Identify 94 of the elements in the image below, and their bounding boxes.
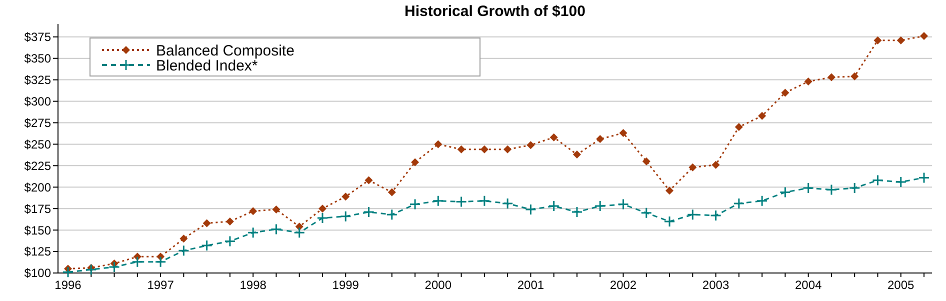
y-tick-label: $150: [24, 223, 52, 238]
point: [270, 223, 282, 235]
point: [802, 182, 814, 194]
x-tick-label: 2005: [888, 278, 915, 292]
point: [363, 206, 375, 218]
point: [434, 140, 442, 148]
point: [85, 264, 97, 276]
point: [316, 212, 328, 224]
point: [872, 174, 884, 186]
point: [596, 135, 604, 144]
point: [734, 123, 743, 132]
point: [224, 235, 236, 247]
point: [756, 195, 768, 207]
point: [617, 198, 629, 210]
x-tick-label: 2001: [517, 278, 544, 292]
point: [457, 145, 466, 154]
point: [619, 129, 628, 138]
point: [132, 256, 144, 268]
point: [272, 205, 280, 214]
point: [180, 234, 188, 243]
point: [642, 157, 650, 166]
x-tick-label: 2003: [702, 278, 730, 292]
x-tick-label: 1997: [147, 278, 174, 292]
point: [388, 188, 396, 196]
y-tick-label: $100: [24, 266, 52, 280]
point: [548, 200, 560, 212]
x-tick-label: 2002: [610, 278, 637, 292]
chart-title: Historical Growth of $100: [404, 3, 586, 20]
point: [874, 36, 882, 44]
legend-label: Balanced Composite: [156, 42, 294, 60]
point: [364, 176, 373, 184]
point: [827, 73, 836, 82]
y-tick-label: $325: [24, 73, 52, 88]
y-tick-label: $350: [24, 52, 52, 66]
point: [456, 196, 468, 208]
point: [409, 198, 421, 210]
point: [850, 72, 859, 80]
x-tick-label: 2000: [424, 278, 452, 292]
point: [550, 133, 558, 142]
point: [249, 207, 258, 216]
y-tick-label: $225: [24, 158, 52, 173]
y-tick-label: $250: [24, 137, 52, 152]
point: [640, 207, 652, 219]
y-tick-label: $200: [24, 180, 52, 194]
point: [411, 158, 420, 166]
y-tick-label: $175: [24, 202, 52, 216]
point: [664, 216, 676, 228]
point: [733, 198, 745, 210]
point: [686, 208, 698, 220]
point: [480, 145, 488, 154]
point: [524, 204, 536, 216]
point: [594, 200, 606, 212]
point: [572, 150, 581, 159]
point: [154, 256, 166, 268]
point: [108, 261, 120, 273]
point: [666, 186, 674, 195]
point: [201, 240, 213, 252]
point: [432, 195, 444, 207]
y-tick-label: $300: [24, 94, 52, 108]
point: [710, 210, 722, 222]
point: [478, 195, 490, 207]
point: [781, 88, 790, 97]
point: [758, 112, 766, 120]
point: [895, 176, 907, 188]
x-tick-label: 2004: [794, 278, 822, 292]
x-tick-label: 1998: [240, 278, 267, 292]
point: [688, 163, 697, 172]
point: [502, 198, 514, 210]
point: [848, 182, 860, 194]
y-tick-label: $275: [24, 116, 52, 130]
point: [342, 192, 350, 201]
point: [571, 206, 583, 218]
y-tick-label: $375: [24, 30, 52, 44]
point: [386, 208, 398, 220]
point: [779, 186, 791, 198]
point: [202, 219, 211, 228]
point: [920, 32, 928, 40]
point: [526, 141, 535, 150]
point: [294, 226, 306, 238]
x-tick-label: 1996: [54, 278, 82, 292]
point: [178, 244, 190, 256]
y-tick-label: $125: [24, 244, 52, 259]
point: [804, 78, 812, 86]
point: [826, 184, 838, 196]
point: [918, 172, 930, 184]
point: [340, 210, 352, 222]
point: [318, 204, 326, 213]
point: [504, 145, 512, 154]
point: [712, 160, 720, 169]
point: [247, 226, 259, 238]
point: [226, 217, 234, 226]
point: [62, 266, 74, 278]
x-tick-label: 1999: [332, 278, 360, 292]
point: [896, 36, 905, 44]
